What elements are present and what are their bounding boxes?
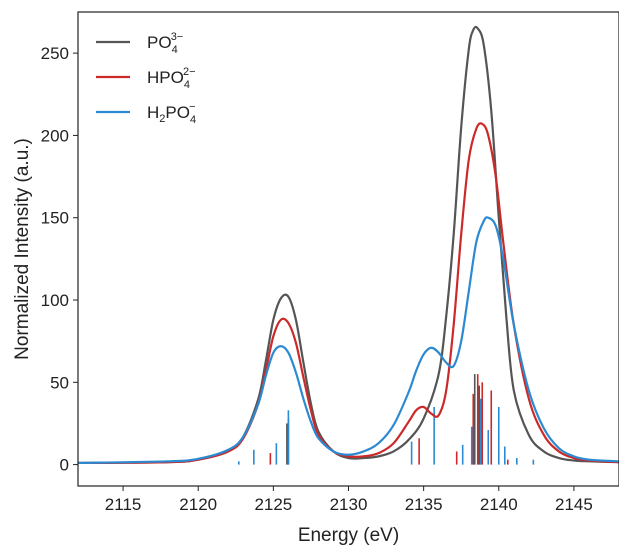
- legend-label-2: H2PO4−: [147, 101, 196, 126]
- x-tick-label: 2140: [480, 495, 518, 514]
- y-axis-label: Normalized Intensity (a.u.): [12, 138, 33, 360]
- x-tick-label: 2115: [105, 495, 142, 514]
- y-tick-label: 250: [41, 44, 69, 63]
- x-axis-label: Energy (eV): [298, 525, 399, 546]
- spectrum-curves: [77, 25, 619, 465]
- series-line-2: [77, 216, 619, 465]
- x-axis-ticks: 2115 2120 2125 2130 2135 2140 2145: [105, 486, 593, 514]
- x-tick-label: 2145: [555, 495, 593, 514]
- series-line-1: [77, 122, 619, 465]
- y-tick-label: 0: [60, 456, 69, 475]
- y-tick-label: 100: [41, 291, 69, 310]
- stick-spectra: [237, 374, 535, 465]
- legend-label-0: PO43−: [147, 31, 183, 56]
- legend-label-1: HPO42−: [147, 66, 196, 91]
- series-line-0: [77, 25, 619, 465]
- x-tick-label: 2120: [179, 495, 217, 514]
- y-axis-ticks: 0 50 100 150 200 250: [41, 44, 78, 475]
- x-tick-label: 2135: [405, 495, 443, 514]
- x-tick-label: 2125: [254, 495, 292, 514]
- y-tick-label: 150: [41, 209, 69, 228]
- x-tick-label: 2130: [330, 495, 368, 514]
- legend: PO43− HPO42− H2PO4−: [96, 31, 196, 126]
- y-tick-label: 200: [41, 126, 69, 145]
- y-tick-label: 50: [50, 373, 69, 392]
